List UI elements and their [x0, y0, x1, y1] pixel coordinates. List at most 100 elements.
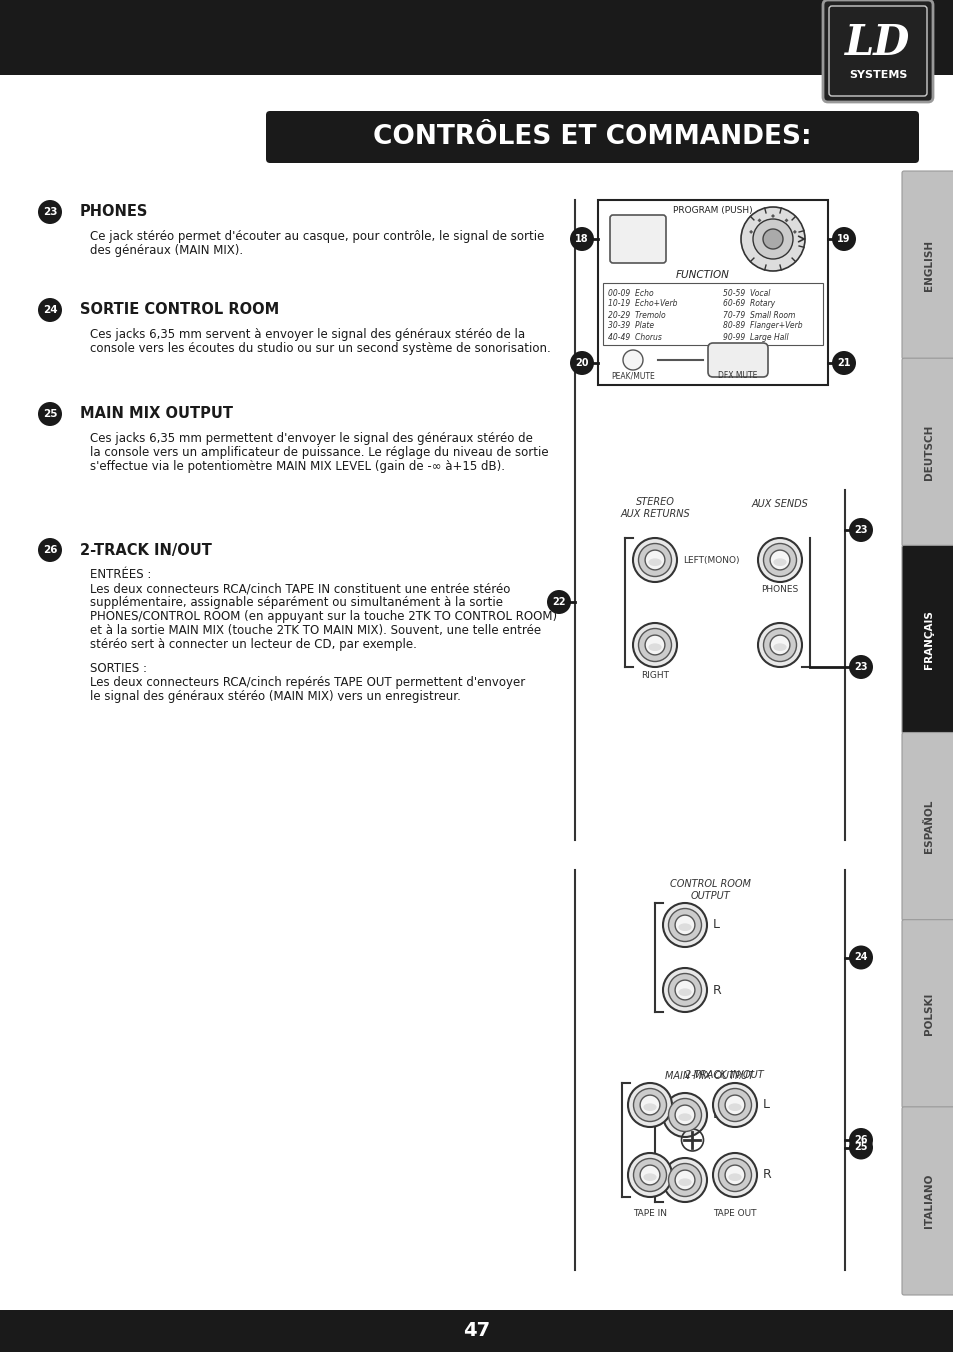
Text: ENTRÉES :: ENTRÉES :	[90, 568, 152, 581]
Text: 2-TRACK IN/OUT: 2-TRACK IN/OUT	[684, 1069, 763, 1080]
Circle shape	[762, 228, 782, 249]
Text: PROGRAM (PUSH): PROGRAM (PUSH)	[673, 206, 752, 215]
Circle shape	[627, 1153, 671, 1197]
Text: des généraux (MAIN MIX).: des généraux (MAIN MIX).	[90, 243, 243, 257]
Ellipse shape	[642, 1174, 656, 1182]
Text: DEUTSCH: DEUTSCH	[923, 425, 933, 480]
Circle shape	[633, 623, 677, 667]
Circle shape	[740, 207, 804, 270]
Text: console vers les écoutes du studio ou sur un second système de sonorisation.: console vers les écoutes du studio ou su…	[90, 342, 550, 356]
Bar	[0, 1310, 953, 1352]
Text: L: L	[762, 1098, 769, 1111]
Text: POLSKI: POLSKI	[923, 992, 933, 1034]
Circle shape	[831, 227, 855, 251]
Text: 26: 26	[43, 545, 57, 556]
Circle shape	[712, 1153, 757, 1197]
FancyBboxPatch shape	[822, 0, 932, 101]
Text: AUX SENDS: AUX SENDS	[751, 499, 807, 508]
Circle shape	[718, 1159, 751, 1191]
Circle shape	[758, 623, 801, 667]
Text: 30-39  Plate: 30-39 Plate	[607, 322, 654, 330]
Ellipse shape	[773, 644, 786, 652]
Circle shape	[675, 915, 694, 934]
Text: la console vers un amplificateur de puissance. Le réglage du niveau de sortie: la console vers un amplificateur de puis…	[90, 446, 548, 458]
FancyBboxPatch shape	[901, 733, 953, 921]
Circle shape	[546, 589, 571, 614]
Polygon shape	[748, 230, 752, 234]
Text: 50-59  Vocal: 50-59 Vocal	[722, 288, 770, 297]
Text: RIGHT: RIGHT	[640, 671, 668, 680]
Text: FUNCTION: FUNCTION	[676, 270, 729, 280]
FancyBboxPatch shape	[901, 1107, 953, 1295]
Text: 00-09  Echo: 00-09 Echo	[607, 288, 653, 297]
Text: Ces jacks 6,35 mm permettent d'envoyer le signal des généraux stéréo de: Ces jacks 6,35 mm permettent d'envoyer l…	[90, 433, 533, 445]
Text: 23: 23	[853, 662, 867, 672]
Text: 21: 21	[837, 358, 850, 368]
Circle shape	[762, 629, 796, 661]
Text: SYSTEMS: SYSTEMS	[848, 70, 906, 80]
Circle shape	[848, 654, 872, 679]
Text: 25: 25	[43, 410, 57, 419]
Text: PHONES: PHONES	[760, 585, 798, 595]
Text: TAPE IN: TAPE IN	[633, 1209, 666, 1218]
Circle shape	[633, 538, 677, 581]
Bar	[0, 0, 953, 74]
Circle shape	[662, 903, 706, 946]
Circle shape	[758, 538, 801, 581]
Text: LD: LD	[844, 22, 910, 64]
Text: CONTRÔLES ET COMMANDES:: CONTRÔLES ET COMMANDES:	[373, 124, 810, 150]
Ellipse shape	[642, 1103, 656, 1111]
Circle shape	[633, 1159, 666, 1191]
Text: 24: 24	[43, 306, 57, 315]
Ellipse shape	[648, 558, 661, 566]
Bar	[602, 283, 822, 345]
Circle shape	[769, 635, 789, 654]
Text: 23: 23	[853, 525, 867, 535]
Circle shape	[848, 1128, 872, 1152]
Text: SORTIES :: SORTIES :	[90, 662, 147, 675]
Text: Ce jack stéréo permet d'écouter au casque, pour contrôle, le signal de sortie: Ce jack stéréo permet d'écouter au casqu…	[90, 230, 544, 243]
Circle shape	[769, 550, 789, 571]
Text: 47: 47	[463, 1321, 490, 1340]
Text: et à la sortie MAIN MIX (touche 2TK TO MAIN MIX). Souvent, une telle entrée: et à la sortie MAIN MIX (touche 2TK TO M…	[90, 625, 540, 637]
Text: LEFT(MONO): LEFT(MONO)	[682, 556, 739, 565]
Text: STEREO
AUX RETURNS: STEREO AUX RETURNS	[619, 498, 689, 519]
Text: 90-99  Large Hall: 90-99 Large Hall	[722, 333, 788, 342]
Ellipse shape	[648, 644, 661, 652]
Text: TAPE OUT: TAPE OUT	[713, 1209, 756, 1218]
FancyBboxPatch shape	[901, 919, 953, 1107]
Ellipse shape	[678, 988, 691, 996]
Text: 40-49  Chorus: 40-49 Chorus	[607, 333, 661, 342]
Text: 2-TRACK IN/OUT: 2-TRACK IN/OUT	[80, 542, 212, 557]
Ellipse shape	[728, 1174, 740, 1182]
Circle shape	[38, 538, 62, 562]
Ellipse shape	[678, 1179, 691, 1186]
Circle shape	[622, 350, 642, 370]
Circle shape	[569, 227, 594, 251]
Text: FRANÇAIS: FRANÇAIS	[923, 610, 933, 669]
Text: L: L	[712, 1109, 720, 1122]
Circle shape	[668, 1098, 700, 1132]
Circle shape	[675, 1105, 694, 1125]
Ellipse shape	[773, 558, 786, 566]
Circle shape	[627, 1083, 671, 1128]
Text: Les deux connecteurs RCA/cinch TAPE IN constituent une entrée stéréo: Les deux connecteurs RCA/cinch TAPE IN c…	[90, 581, 510, 595]
Text: 20-29  Tremolo: 20-29 Tremolo	[607, 311, 665, 319]
Text: 70-79  Small Room: 70-79 Small Room	[722, 311, 795, 319]
Text: R: R	[712, 983, 721, 996]
Circle shape	[848, 1136, 872, 1160]
Circle shape	[638, 544, 671, 576]
Text: 24: 24	[853, 953, 867, 963]
Circle shape	[762, 544, 796, 576]
Text: PHONES: PHONES	[80, 204, 149, 219]
Text: L: L	[712, 918, 720, 932]
FancyBboxPatch shape	[609, 215, 665, 264]
FancyBboxPatch shape	[901, 358, 953, 546]
Text: Ces jacks 6,35 mm servent à envoyer le signal des généraux stéréo de la: Ces jacks 6,35 mm servent à envoyer le s…	[90, 329, 524, 341]
Text: 10-19  Echo+Verb: 10-19 Echo+Verb	[607, 300, 677, 308]
Text: 25: 25	[853, 1142, 867, 1152]
Circle shape	[752, 219, 792, 260]
Bar	[598, 200, 827, 385]
Circle shape	[662, 1092, 706, 1137]
Text: SORTIE CONTROL ROOM: SORTIE CONTROL ROOM	[80, 303, 279, 318]
